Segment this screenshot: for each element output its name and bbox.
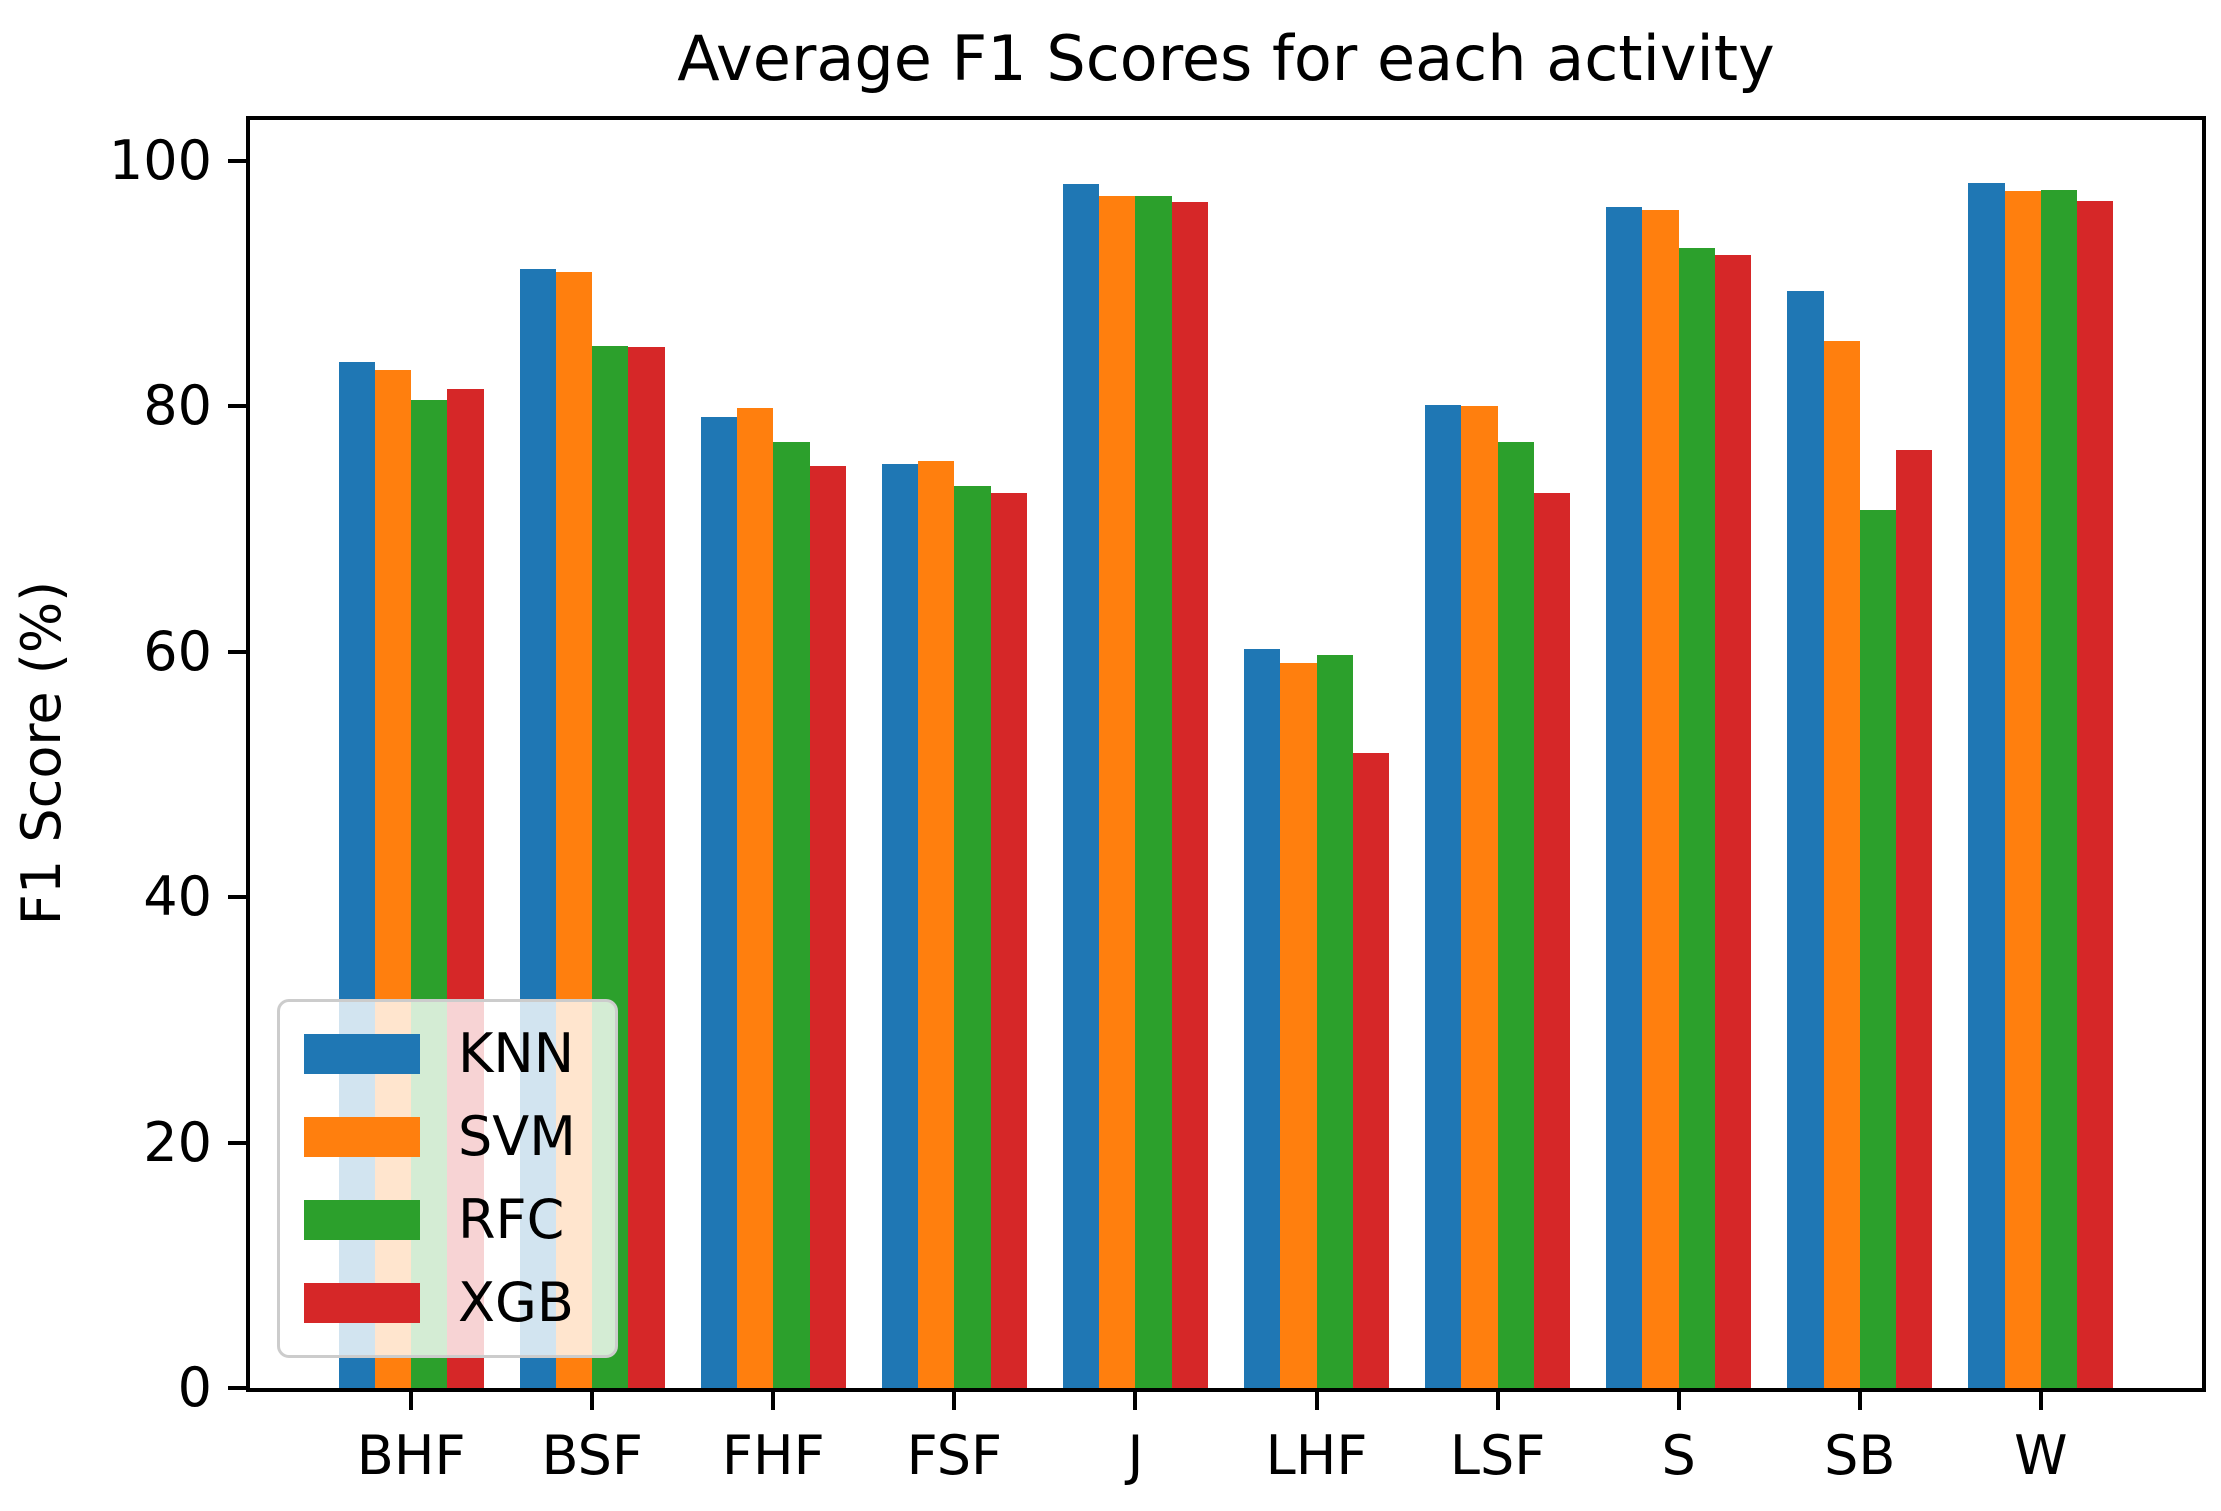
y-tick-label: 40 (143, 865, 212, 928)
x-tick-label-fsf: FSF (906, 1424, 1003, 1487)
x-tick-label-lhf: LHF (1265, 1424, 1368, 1487)
svm-bar-w (2004, 191, 2041, 1388)
knn-bar-fsf (881, 463, 919, 1388)
xgb-bar-fhf (809, 466, 846, 1388)
x-tick-label-s: S (1661, 1424, 1696, 1487)
x-tick (590, 1392, 595, 1410)
x-tick (771, 1392, 776, 1410)
x-tick (1495, 1392, 1500, 1410)
rfc-bar-w (2040, 189, 2078, 1388)
y-tick-label: 60 (143, 619, 212, 683)
y-tick-label: 0 (177, 1356, 212, 1419)
xgb-bar-s (1714, 255, 1752, 1388)
svm-bar-sb (1823, 340, 1860, 1388)
rfc-bar-j (1135, 196, 1172, 1388)
knn-bar-lhf (1244, 649, 1281, 1388)
xgb-bar-lhf (1352, 753, 1389, 1388)
svm-bar-lsf (1461, 406, 1498, 1388)
x-tick (1133, 1392, 1138, 1410)
knn-bar-lsf (1425, 404, 1462, 1388)
x-tick (1314, 1392, 1319, 1410)
x-tick (952, 1392, 957, 1410)
rfc-bar-fhf (773, 441, 810, 1388)
legend-swatch-knn (304, 1033, 420, 1074)
x-tick-label-fhf: FHF (721, 1424, 825, 1487)
y-tick (228, 895, 246, 899)
xgb-bar-sb (1895, 450, 1933, 1388)
legend-item-xgb: XGB (304, 1276, 615, 1330)
x-tick-label-sb: SB (1824, 1424, 1896, 1487)
legend-label-xgb: XGB (458, 1271, 574, 1335)
chart-title: Average F1 Scores for each activity (677, 22, 1775, 95)
y-axis-label: F1 Score (%) (10, 580, 73, 926)
svm-bar-fsf (918, 461, 955, 1388)
x-tick-label-lsf: LSF (1449, 1424, 1546, 1487)
xgb-bar-fsf (990, 493, 1027, 1388)
y-tick (228, 649, 246, 654)
knn-bar-w (1968, 182, 2005, 1388)
legend-item-knn: KNN (304, 1021, 615, 1085)
legend-swatch-xgb (304, 1283, 420, 1324)
knn-bar-sb (1787, 290, 1824, 1388)
y-tick (228, 404, 246, 408)
y-tick (228, 1140, 246, 1145)
x-tick (2038, 1392, 2043, 1410)
legend-swatch-svm (304, 1116, 420, 1157)
svm-bar-lhf (1280, 662, 1317, 1388)
legend-label-rfc: RFC (458, 1188, 565, 1252)
x-tick-label-w: W (2014, 1424, 2068, 1487)
x-tick (1857, 1392, 1862, 1410)
xgb-bar-w (2077, 201, 2114, 1388)
svm-bar-j (1099, 196, 1136, 1388)
rfc-bar-s (1678, 247, 1715, 1388)
xgb-bar-j (1171, 202, 1208, 1388)
x-tick-label-j: J (1127, 1424, 1144, 1487)
y-tick-label: 100 (108, 128, 212, 192)
rfc-bar-sb (1859, 510, 1896, 1388)
legend-label-knn: KNN (458, 1021, 575, 1085)
rfc-bar-lsf (1497, 441, 1534, 1388)
legend: KNN SVM RFC XGB (277, 999, 618, 1358)
plot-area: KNN SVM RFC XGB (246, 116, 2206, 1392)
knn-bar-j (1063, 183, 1100, 1388)
legend-item-svm: SVM (304, 1104, 615, 1168)
x-tick-label-bhf: BHF (356, 1424, 466, 1487)
xgb-bar-lsf (1533, 493, 1571, 1388)
y-tick-label: 80 (143, 374, 212, 437)
knn-bar-s (1606, 207, 1643, 1388)
xgb-bar-bsf (628, 347, 665, 1388)
svm-bar-s (1642, 209, 1679, 1388)
legend-swatch-rfc (304, 1200, 420, 1241)
y-tick (228, 158, 246, 163)
y-tick-label: 20 (143, 1110, 212, 1174)
x-tick (1676, 1392, 1681, 1410)
knn-bar-fhf (700, 417, 738, 1388)
y-tick (228, 1386, 246, 1390)
svm-bar-fhf (737, 408, 774, 1388)
x-tick (409, 1392, 414, 1410)
rfc-bar-fsf (954, 485, 991, 1388)
legend-item-rfc: RFC (304, 1193, 615, 1247)
legend-label-svm: SVM (458, 1104, 576, 1168)
rfc-bar-lhf (1316, 655, 1353, 1388)
x-tick-label-bsf: BSF (541, 1424, 643, 1487)
bars-layer (250, 120, 2202, 1388)
